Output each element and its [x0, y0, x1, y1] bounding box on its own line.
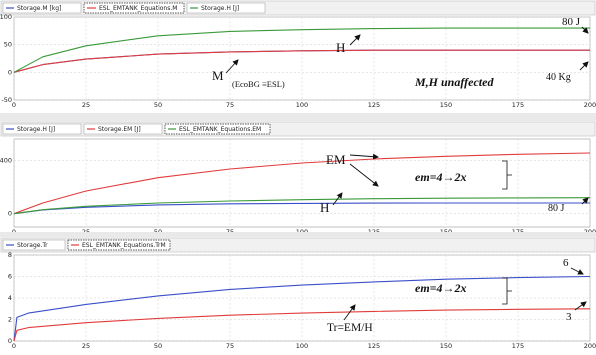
panel-1-y-tick-label-3: 100: [0, 13, 12, 21]
panel-1-legend-label-2: ESL_EMTANK_Equations.M: [99, 5, 177, 12]
panel-3-x-tick-label-0: 0: [12, 342, 16, 350]
panel-1-annotation-M-arrow: [225, 59, 239, 74]
panel-3-x-tick-label-7: 175: [512, 342, 524, 350]
panel-1-annotation-ecobg: (EcoBG ≡ESL): [232, 79, 285, 89]
panel-3-legend-item-1[interactable]: Storage.Tr: [2, 239, 66, 251]
panel-1-annotation-H: H: [336, 40, 345, 55]
panel-2-series-line-1: [13, 152, 591, 215]
panel-3-y-tick-label-3: 6: [8, 273, 12, 281]
panel-1-x-tick-label-8: 200: [584, 101, 596, 109]
panel-1-annotation-M: M: [212, 68, 224, 83]
panel-1-legend-item-1[interactable]: Storage.M [kg]: [2, 2, 82, 14]
panel-1: Storage.M [kg] ESL_EMTANK_Equations.M St…: [0, 0, 596, 109]
panel-3-y-tick-label-0: 0: [8, 337, 12, 345]
panel-3-x-tick-label-5: 125: [368, 342, 380, 350]
panel-3-x-tick-label-6: 150: [440, 342, 452, 350]
panel-2-annotation-EM-arrow-1: [349, 153, 379, 160]
panel-2-legend-item-2[interactable]: Storage.EM [J]: [83, 123, 163, 135]
panel-1-x-tick-label-1: 25: [82, 101, 90, 109]
panel-1-annotation-H-arrow: [349, 34, 361, 46]
panel-1-x-tick-label-2: 50: [154, 101, 162, 109]
panel-3-x-tick-label-2: 50: [154, 342, 162, 350]
panel-1-y-tick-label-2: 50: [4, 41, 12, 49]
panel-3-y-tick-label-4: 8: [8, 251, 12, 259]
panel-3-legend-label-2: ESL_EMTANK_Equations.TrM: [82, 242, 166, 249]
panel-3-annotation-3-arrow: [574, 301, 587, 311]
panel-2-annotation-em-ratio: em=4→2x: [415, 170, 467, 184]
panel-2-bracket: [502, 160, 512, 190]
panel-1-x-tick-label-0: 0: [12, 101, 16, 109]
panel-3-annotation-tr-arrow: [343, 304, 356, 321]
panel-2-y-tick-label-1: 400: [0, 156, 12, 164]
panel-2-legend-item-3[interactable]: ESL_EMTANK_Equations.EM: [164, 123, 271, 135]
panel-1-legend-item-2[interactable]: ESL_EMTANK_Equations.M: [83, 2, 185, 14]
panel-3-legend-label-1: Storage.Tr: [17, 242, 48, 249]
panel-1-annotation-80J-arrow: [581, 26, 589, 34]
panel-1-legend-label-3: Storage.H [J]: [201, 5, 239, 12]
panel-3-annotation-em-ratio: em=4→2x: [415, 281, 467, 295]
panel-3-lines: [13, 275, 591, 342]
panel-3-annotation-6-arrow: [570, 267, 584, 275]
panel-1-legend-item-3[interactable]: Storage.H [J]: [186, 2, 266, 14]
panel-1-annotation-40kg-arrow: [579, 61, 589, 71]
panel-1-x-tick-label-6: 150: [440, 101, 452, 109]
panel-3-bracket: [502, 277, 512, 305]
panel-2-annotation-80J: 80 J: [548, 203, 565, 214]
panel-2-legend-label-2: Storage.EM [J]: [98, 126, 141, 133]
panel-2-lines: [13, 152, 591, 215]
panel-3-legend-item-2[interactable]: ESL_EMTANK_Equations.TrM: [67, 239, 171, 251]
panel-2-grid: [13, 139, 591, 227]
panel-3-x-tick-label-8: 200: [584, 342, 596, 350]
panel-1-annotation-unaffected: M,H unaffected: [414, 75, 494, 89]
panel-1-y-tick-label-1: 0: [8, 68, 12, 76]
panel-3-annotation-tr: Tr=EM/H: [327, 322, 373, 334]
panel-3-annotation-3: 3: [566, 311, 572, 323]
panel-separator-2: [0, 232, 596, 237]
panel-1-y-tick-label-0: -50: [1, 96, 12, 104]
panel-separator-1: [0, 113, 596, 121]
panel-3-y-tick-label-1: 2: [8, 316, 12, 324]
panel-2-annotation-80J-arrow: [581, 197, 589, 205]
panel-2-legend-label-1: Storage.H [J]: [17, 126, 55, 133]
panel-3-x-tick-label-3: 75: [226, 342, 234, 350]
panel-3-grid: [13, 254, 591, 342]
panel-3: Storage.Tr ESL_EMTANK_Equations.TrM 0 25 5…: [0, 237, 596, 350]
panel-2-annotation-H-arrow: [332, 192, 343, 206]
panel-2-series-line-2: [13, 197, 591, 215]
panel-2-annotation-EM: EM: [326, 152, 346, 167]
panel-1-x-tick-label-3: 75: [226, 101, 234, 109]
panel-2-y-tick-label-0: 0: [8, 210, 12, 218]
panel-3-y-tick-label-2: 4: [8, 294, 12, 302]
panel-1-legend-label-1: Storage.M [kg]: [17, 5, 61, 12]
panel-1-x-tick-label-7: 175: [512, 101, 524, 109]
panel-1-grid: [13, 16, 591, 101]
panel-1-x-tick-label-4: 100: [296, 101, 308, 109]
panel-3-x-tick-label-4: 100: [296, 342, 308, 350]
panel-2-annotation-H: H: [320, 200, 329, 215]
panel-3-series-line-0: [13, 275, 591, 342]
panel-1-series-line-2: [13, 27, 590, 73]
panel-1-annotation-80J: 80 J: [562, 16, 581, 28]
panel-2-annotation-EM-arrow-2: [349, 163, 379, 187]
panel-3-x-tick-label-1: 25: [82, 342, 90, 350]
panel-1-lines: [13, 27, 590, 73]
panel-2: Storage.H [J] Storage.EM [J] ESL_EMTANK_…: [0, 121, 596, 236]
panel-3-series-line-1: [13, 308, 591, 342]
panel-1-x-tick-label-5: 125: [368, 101, 380, 109]
panel-1-series-line-1: [13, 49, 590, 73]
panel-1-annotation-40kg: 40 Kg: [546, 72, 571, 83]
panel-2-legend-label-3: ESL_EMTANK_Equations.EM: [179, 126, 261, 133]
panel-3-annotation-6: 6: [563, 257, 569, 269]
panel-3-ticks: 0 25 50 75 100 125 150 175 200 0 2 4 6 8: [8, 251, 596, 350]
panel-2-legend-item-1[interactable]: Storage.H [J]: [2, 123, 82, 135]
